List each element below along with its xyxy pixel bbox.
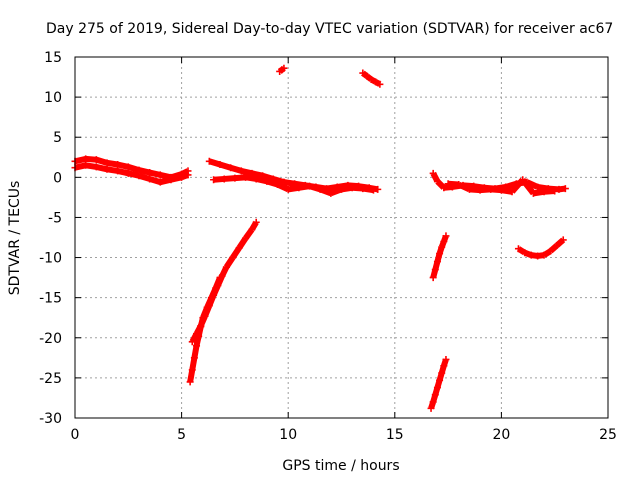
- y-axis-label: SDTVAR / TECUs: [7, 181, 23, 296]
- y-tick-label: -5: [48, 210, 62, 226]
- series-arc-upper-1b: [71, 161, 192, 186]
- data-point: [374, 185, 382, 193]
- data-point-band: [548, 243, 559, 254]
- data-point-band: [223, 255, 236, 269]
- series-arc-upper-2b: [210, 173, 377, 197]
- x-tick-label: 20: [492, 427, 510, 443]
- data-point-band: [230, 246, 242, 260]
- chart-title: Day 275 of 2019, Sidereal Day-to-day VTE…: [46, 21, 613, 37]
- series-arc-lower-1b: [186, 274, 224, 386]
- plot-frame: [74, 56, 609, 419]
- data-point-band: [435, 179, 446, 190]
- data-points: [71, 64, 569, 412]
- series-arc-top-b: [359, 69, 384, 88]
- series-arc-upper-1: [71, 155, 192, 181]
- data-point: [280, 64, 288, 72]
- series-arc-upper-3b: [444, 176, 559, 197]
- data-point: [252, 218, 260, 226]
- x-tick-label: 0: [71, 427, 80, 443]
- data-point-band: [276, 181, 290, 193]
- data-point-band: [554, 237, 566, 248]
- y-tick-label: 5: [53, 130, 62, 146]
- y-tick-label: 0: [53, 170, 62, 186]
- axis-ticks: 0 5 10 15 20 25 15 10 5 0 -5 -10 -15 -20 -25 -30: [39, 50, 617, 443]
- data-point-band: [520, 177, 536, 196]
- series-arc-mid-1: [429, 232, 450, 282]
- y-tick-label: 15: [44, 50, 62, 66]
- data-point: [551, 187, 559, 195]
- y-tick-label: -25: [39, 371, 62, 387]
- y-tick-label: 10: [44, 90, 62, 106]
- grid: [75, 57, 608, 418]
- series-arc-top-a: [276, 64, 288, 75]
- data-point: [561, 185, 569, 193]
- data-point-band: [243, 227, 255, 241]
- data-point-band: [457, 181, 471, 193]
- data-point: [442, 355, 450, 363]
- data-point: [442, 232, 450, 240]
- data-point: [559, 236, 567, 244]
- x-tick-label: 5: [177, 427, 186, 443]
- y-tick-label: -20: [39, 331, 62, 347]
- data-point: [184, 171, 192, 179]
- series-arc-lower-2: [427, 355, 450, 412]
- y-tick-label: -15: [39, 291, 62, 307]
- series-arc-mid-2: [514, 236, 567, 260]
- data-point-band: [236, 236, 249, 250]
- data-point: [216, 274, 224, 282]
- data-point: [369, 186, 377, 194]
- y-tick-label: -30: [39, 411, 62, 427]
- data-point: [376, 80, 384, 88]
- x-tick-label: 15: [386, 427, 404, 443]
- y-tick-label: -10: [39, 251, 62, 267]
- x-axis-label: GPS time / hours: [282, 458, 399, 474]
- x-tick-label: 10: [279, 427, 297, 443]
- x-tick-label: 25: [599, 427, 617, 443]
